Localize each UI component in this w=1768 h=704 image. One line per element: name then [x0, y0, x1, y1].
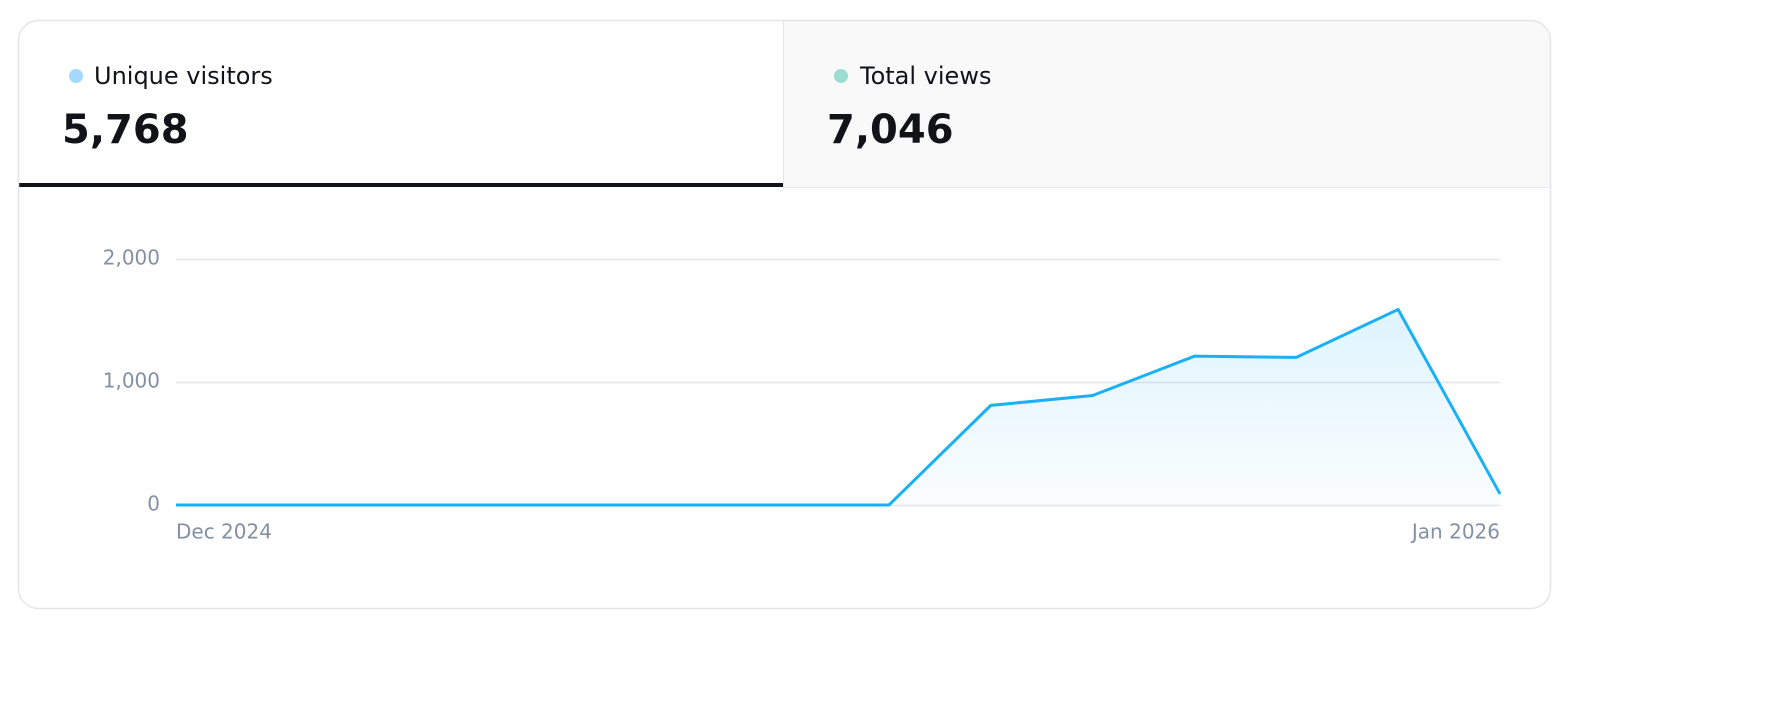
- x-tick-label: Jan 2026: [1410, 520, 1500, 544]
- tab-value: 7,046: [827, 107, 954, 153]
- y-tick-label: 1,000: [103, 369, 160, 393]
- tab[interactable]: Total views 7,046: [827, 62, 991, 153]
- tab-value: 5,768: [62, 107, 189, 153]
- x-tick-label: Dec 2024: [176, 520, 272, 544]
- tab-bg: [783, 20, 1551, 187]
- tab-dot: [834, 69, 848, 83]
- tab-label: Total views: [859, 62, 991, 90]
- line: [176, 307, 1502, 507]
- active-tab-underline: [19, 183, 783, 187]
- tab[interactable]: Unique visitors 5,768: [62, 62, 273, 153]
- tab-dot: [69, 69, 83, 83]
- card-border: [17, 19, 1552, 610]
- plot: 0 1,000 2,000 Dec 2024 Jan 2026: [103, 246, 1502, 544]
- y-tick-label: 2,000: [103, 246, 160, 270]
- y-tick-label: 0: [147, 492, 160, 516]
- area: [176, 309, 1500, 505]
- tab-label: Unique visitors: [94, 62, 273, 90]
